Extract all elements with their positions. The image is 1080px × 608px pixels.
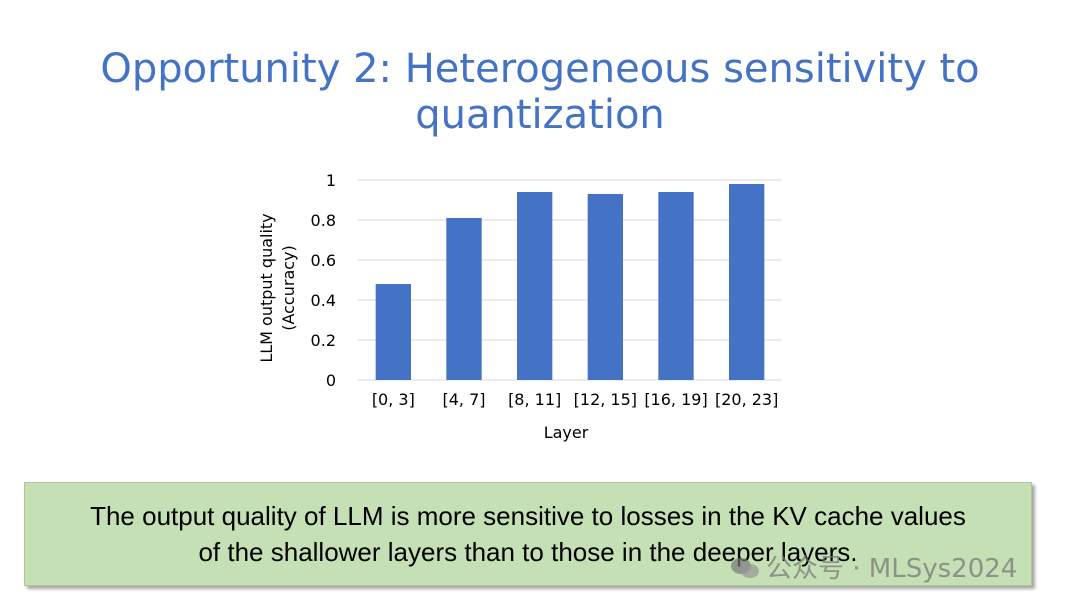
y-axis-label-line: (Accuracy) bbox=[279, 245, 298, 331]
callout-box: The output quality of LLM is more sensit… bbox=[24, 482, 1032, 586]
x-tick-label: [8, 11] bbox=[508, 390, 561, 409]
x-axis-label: Layer bbox=[544, 423, 589, 442]
x-tick-label: [4, 7] bbox=[442, 390, 485, 409]
x-tick-label: [20, 23] bbox=[715, 390, 778, 409]
watermark: 公众号 · MLSys2024 bbox=[730, 548, 1017, 585]
y-tick-label: 0.4 bbox=[311, 291, 336, 310]
y-tick-label: 0.6 bbox=[311, 251, 336, 270]
y-tick-label: 0.2 bbox=[311, 331, 336, 350]
bar bbox=[587, 194, 623, 380]
bar bbox=[729, 184, 765, 380]
bar bbox=[658, 192, 694, 380]
wechat-icon bbox=[731, 558, 759, 578]
y-tick-label: 1 bbox=[326, 171, 336, 190]
chart-svg: 0 0.2 0.4 0.6 0.8 1 [0, 3] [4, 7] [8, 11] [12, 15… bbox=[257, 171, 782, 442]
callout-line-1: The output quality of LLM is more sensit… bbox=[90, 501, 966, 531]
bar bbox=[517, 192, 553, 380]
slide-title: Opportunity 2: Heterogeneous sensitivity… bbox=[100, 46, 980, 138]
y-axis-label: LLM output quality (Accuracy) bbox=[257, 213, 298, 362]
x-tick-label: [16, 19] bbox=[644, 390, 707, 409]
y-tick-label: 0 bbox=[326, 371, 336, 390]
bar bbox=[375, 284, 411, 380]
y-axis-label-line: LLM output quality bbox=[257, 213, 276, 362]
bar-chart: 0 0.2 0.4 0.6 0.8 1 [0, 3] [4, 7] [8, 11] [12, 15… bbox=[240, 160, 800, 460]
watermark-text: 公众号 · MLSys2024 bbox=[766, 554, 1018, 584]
x-tick-label: [12, 15] bbox=[574, 390, 637, 409]
bar bbox=[446, 218, 482, 380]
x-tick-label: [0, 3] bbox=[372, 390, 415, 409]
y-tick-label: 0.8 bbox=[311, 211, 336, 230]
